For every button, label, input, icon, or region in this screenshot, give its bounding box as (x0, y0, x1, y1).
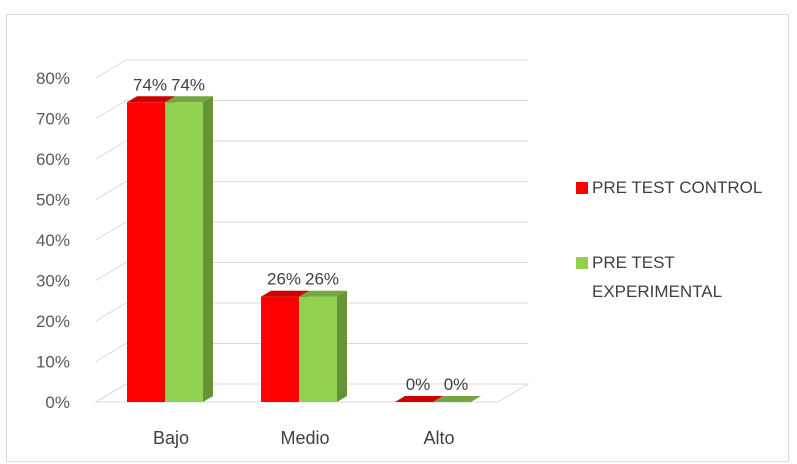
data-label: 0% (406, 375, 431, 394)
gridline (95, 302, 528, 322)
gridline (95, 262, 528, 281)
y-tick-label: 40% (36, 231, 70, 250)
legend-swatch (576, 182, 588, 194)
gridline (95, 100, 528, 119)
y-tick-label: 50% (36, 191, 70, 210)
legend-label: PRE TEST CONTROL (592, 178, 762, 197)
bar-side (337, 290, 347, 402)
data-label: 0% (444, 375, 469, 394)
y-tick-label: 30% (36, 272, 70, 291)
bar-top (433, 396, 481, 402)
y-tick-label: 80% (36, 69, 70, 88)
legend-label: PRE TEST EXPERIMENTAL (592, 253, 722, 301)
bar (165, 102, 203, 403)
data-label: 74% (133, 75, 167, 94)
y-tick-label: 0% (45, 393, 70, 412)
bar (127, 102, 165, 403)
gridline (95, 221, 528, 241)
y-tick-label: 10% (36, 353, 70, 372)
gridlines (94, 59, 530, 403)
bar (299, 296, 337, 402)
data-label: 26% (305, 270, 339, 289)
gridline (95, 343, 528, 362)
bar-top (127, 96, 175, 103)
chart-floor (94, 383, 530, 403)
y-tick-label: 60% (36, 150, 70, 169)
bar-top (299, 290, 347, 297)
bars (127, 96, 481, 403)
gridline (95, 140, 528, 160)
y-tick-label: 20% (36, 312, 70, 331)
bar-side (203, 96, 213, 403)
y-tick-label: 70% (36, 110, 70, 129)
data-label: 26% (267, 270, 301, 289)
data-labels: 74% 74% 26% 26% 0% 0% (133, 75, 468, 394)
bar (261, 296, 299, 402)
bar-top (395, 396, 443, 402)
bar-top (261, 290, 309, 297)
legend: PRE TEST CONTROL PRE TEST EXPERIMENTAL (576, 178, 762, 301)
x-tick-label: Medio (280, 428, 329, 448)
bar-top (165, 96, 213, 103)
gridline (95, 59, 528, 79)
axes: 0% 10% 20% 30% 40% 50% 60% 70% 80% Bajo Medio Alto (36, 69, 455, 448)
x-tick-label: Alto (423, 428, 454, 448)
legend-swatch (576, 257, 588, 269)
data-label: 74% (171, 75, 205, 94)
x-tick-label: Bajo (153, 428, 189, 448)
gridline (95, 181, 528, 200)
